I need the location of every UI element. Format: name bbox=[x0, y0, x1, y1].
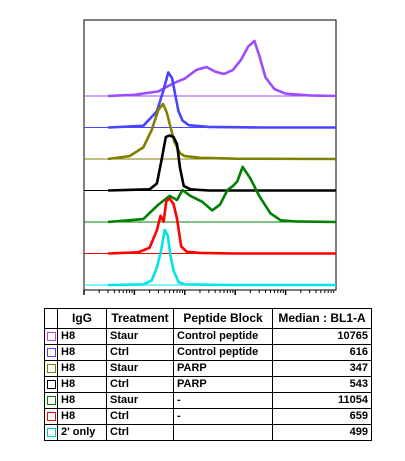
table-row: 2' only Ctrl 499 bbox=[44, 424, 372, 441]
color-swatch bbox=[46, 379, 56, 389]
color-swatch bbox=[46, 395, 56, 405]
header-treatment: Treatment bbox=[106, 308, 174, 329]
header-igg: IgG bbox=[57, 308, 107, 329]
igg-cell: H8 bbox=[57, 376, 107, 393]
color-swatch bbox=[46, 363, 56, 373]
swatch-cell bbox=[44, 344, 58, 361]
header-swatch bbox=[44, 308, 58, 329]
median-cell: 616 bbox=[272, 344, 372, 361]
swatch-cell bbox=[44, 376, 58, 393]
table-row: H8 Staur Control peptide 10765 bbox=[44, 328, 372, 345]
treatment-cell: Ctrl bbox=[106, 344, 174, 361]
peptide-cell: PARP bbox=[173, 360, 273, 377]
treatment-cell: Ctrl bbox=[106, 408, 174, 425]
treatment-cell: Ctrl bbox=[106, 424, 174, 441]
table-row: H8 Staur PARP 347 bbox=[44, 360, 372, 377]
median-cell: 11054 bbox=[272, 392, 372, 409]
series-line bbox=[107, 165, 337, 224]
median-cell: 10765 bbox=[272, 328, 372, 345]
peptide-cell: PARP bbox=[173, 376, 273, 393]
series-group bbox=[84, 39, 337, 287]
treatment-cell: Staur bbox=[106, 392, 174, 409]
header-median: Median : BL1-A bbox=[272, 308, 372, 329]
swatch-cell bbox=[44, 424, 58, 441]
swatch-cell bbox=[44, 360, 58, 377]
series-line bbox=[107, 228, 336, 287]
median-cell: 543 bbox=[272, 376, 372, 393]
table-row: H8 Ctrl - 659 bbox=[44, 408, 372, 425]
peptide-cell bbox=[173, 424, 273, 441]
median-cell: 347 bbox=[272, 360, 372, 377]
peptide-cell: - bbox=[173, 408, 273, 425]
treatment-cell: Staur bbox=[106, 360, 174, 377]
histogram-overlay-chart bbox=[83, 19, 337, 295]
treatment-cell: Staur bbox=[106, 328, 174, 345]
series-line bbox=[107, 102, 337, 161]
table-row: H8 Ctrl PARP 543 bbox=[44, 376, 372, 393]
table-header-row: IgG Treatment Peptide Block Median : BL1… bbox=[44, 308, 372, 329]
igg-cell: H8 bbox=[57, 360, 107, 377]
igg-cell: H8 bbox=[57, 408, 107, 425]
table-row: H8 Staur - 11054 bbox=[44, 392, 372, 409]
median-cell: 499 bbox=[272, 424, 372, 441]
swatch-cell bbox=[44, 408, 58, 425]
median-cell: 659 bbox=[272, 408, 372, 425]
table-row: H8 Ctrl Control peptide 616 bbox=[44, 344, 372, 361]
swatch-cell bbox=[44, 392, 58, 409]
igg-cell: H8 bbox=[57, 392, 107, 409]
color-swatch bbox=[46, 411, 56, 421]
series-line bbox=[107, 134, 336, 192]
swatch-cell bbox=[44, 328, 58, 345]
x-axis-ticks bbox=[83, 290, 335, 295]
color-swatch bbox=[46, 331, 56, 341]
color-swatch bbox=[46, 427, 56, 437]
igg-cell: H8 bbox=[57, 344, 107, 361]
peptide-cell: Control peptide bbox=[173, 328, 273, 345]
color-swatch bbox=[46, 347, 56, 357]
igg-cell: 2' only bbox=[57, 424, 107, 441]
treatment-cell: Ctrl bbox=[106, 376, 174, 393]
sample-legend-table: IgG Treatment Peptide Block Median : BL1… bbox=[44, 308, 372, 441]
plot-frame bbox=[83, 19, 337, 291]
peptide-cell: - bbox=[173, 392, 273, 409]
series-line bbox=[107, 197, 336, 255]
peptide-cell: Control peptide bbox=[173, 344, 273, 361]
igg-cell: H8 bbox=[57, 328, 107, 345]
header-peptide-block: Peptide Block bbox=[173, 308, 273, 329]
